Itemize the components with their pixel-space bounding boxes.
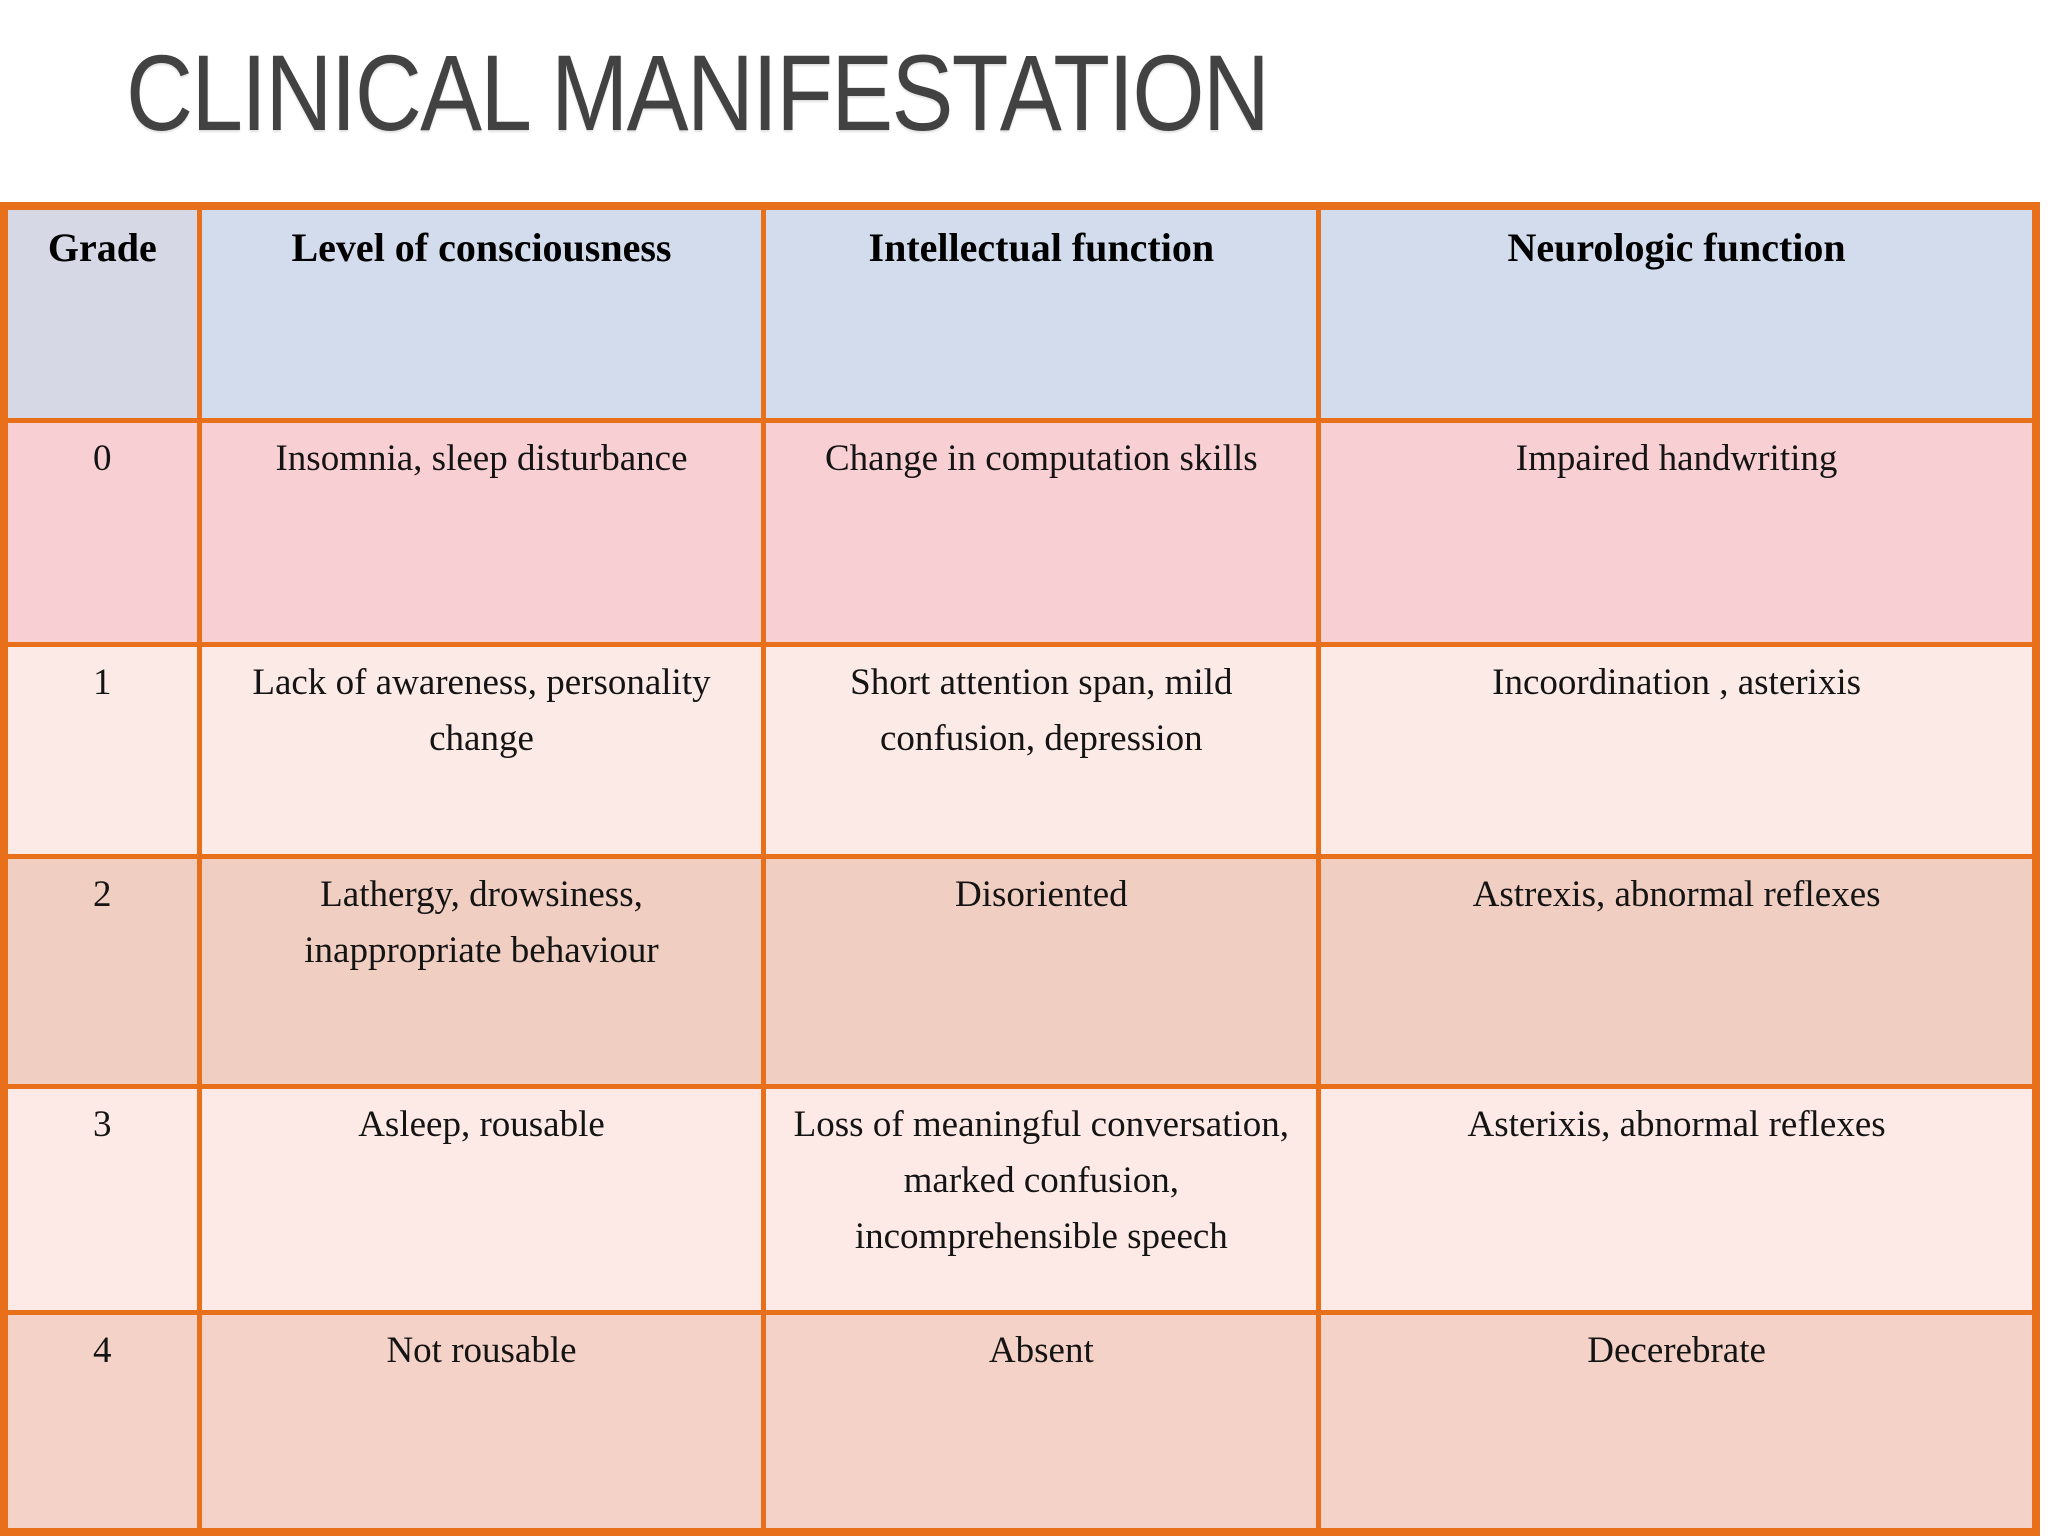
header-cell-level-of-consciousness: Level of consciousness: [196, 203, 767, 423]
intellectual-function-cell: Change in computation skills: [761, 417, 1322, 647]
intellectual-function-cell: Disoriented: [761, 853, 1322, 1089]
level-of-consciousness-cell: Lack of awareness, personality change: [196, 641, 767, 859]
table-header-row: Grade Level of consciousness Intellectua…: [1, 203, 2039, 423]
intellectual-function-cell: Short attention span, mild confusion, de…: [761, 641, 1322, 859]
table-row: 2 Lathergy, drowsiness, inappropriate be…: [1, 853, 2039, 1089]
intellectual-function-cell: Absent: [761, 1309, 1322, 1535]
header-cell-intellectual-function: Intellectual function: [761, 203, 1322, 423]
table-row: 3 Asleep, rousable Loss of meaningful co…: [1, 1083, 2039, 1315]
intellectual-function-cell: Loss of meaningful conversation, marked …: [761, 1083, 1322, 1315]
level-of-consciousness-cell: Asleep, rousable: [196, 1083, 767, 1315]
neurologic-function-cell: Astrexis, abnormal reflexes: [1316, 853, 2039, 1089]
header-cell-grade: Grade: [1, 203, 202, 423]
grade-cell: 4: [1, 1309, 202, 1535]
level-of-consciousness-cell: Not rousable: [196, 1309, 767, 1535]
grade-cell: 3: [1, 1083, 202, 1315]
level-of-consciousness-cell: Lathergy, drowsiness, inappropriate beha…: [196, 853, 767, 1089]
page-title: CLINICAL MANIFESTATION: [126, 32, 1270, 153]
level-of-consciousness-cell: Insomnia, sleep disturbance: [196, 417, 767, 647]
grade-cell: 2: [1, 853, 202, 1089]
header-cell-neurologic-function: Neurologic function: [1316, 203, 2039, 423]
grade-cell: 0: [1, 417, 202, 647]
neurologic-function-cell: Impaired handwriting: [1316, 417, 2039, 647]
table-row: 4 Not rousable Absent Decerebrate: [1, 1309, 2039, 1535]
grade-cell: 1: [1, 641, 202, 859]
table-row: 1 Lack of awareness, personality change …: [1, 641, 2039, 859]
neurologic-function-cell: Incoordination , asterixis: [1316, 641, 2039, 859]
neurologic-function-cell: Decerebrate: [1316, 1309, 2039, 1535]
clinical-manifestation-table: Grade Level of consciousness Intellectua…: [0, 202, 2040, 1536]
neurologic-function-cell: Asterixis, abnormal reflexes: [1316, 1083, 2039, 1315]
table-row: 0 Insomnia, sleep disturbance Change in …: [1, 417, 2039, 647]
